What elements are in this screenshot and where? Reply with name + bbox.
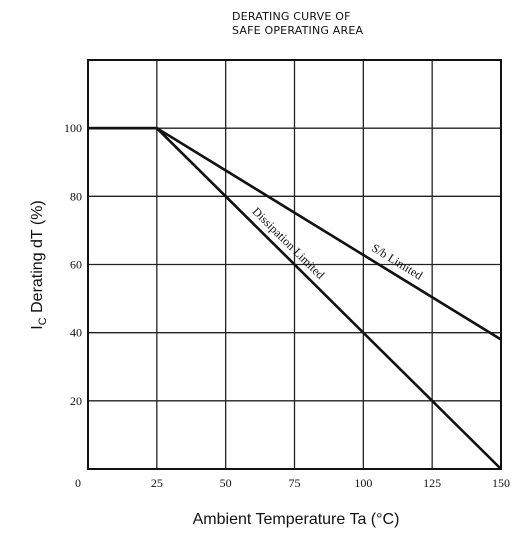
y-axis-label-main: I — [29, 325, 46, 329]
x-tick-label-125: 125 — [423, 476, 441, 490]
tick-labels: 0 25 50 75 100 125 150 20 40 60 80 100 — [64, 121, 510, 490]
chart-title-line-2: SAFE OPERATING AREA — [232, 24, 364, 37]
y-tick-label-100: 100 — [64, 121, 82, 135]
series-line-dissipation-limited — [88, 126, 502, 470]
y-tick-label-60: 60 — [70, 258, 82, 272]
x-tick-label-50: 50 — [220, 476, 232, 490]
x-tick-label-100: 100 — [354, 476, 372, 490]
plot-frame — [87, 59, 502, 470]
y-axis-label-rest: Derating dT (%) — [29, 200, 46, 317]
x-tick-label-0: 0 — [75, 476, 81, 490]
y-axis-label-subscript: C — [37, 317, 49, 325]
x-tick-label-75: 75 — [289, 476, 301, 490]
y-tick-label-80: 80 — [70, 189, 82, 203]
series-lines — [88, 126, 502, 470]
y-axis-label: IC Derating dT (%) — [29, 200, 49, 329]
y-tick-label-20: 20 — [70, 394, 82, 408]
annotation-dissipation-limited: Dissipation Limited — [250, 204, 328, 281]
grid-lines — [88, 60, 501, 469]
x-tick-label-25: 25 — [151, 476, 163, 490]
x-axis-label: Ambient Temperature Ta (°C) — [193, 511, 400, 528]
annotation-group-1: Dissipation Limited — [250, 204, 328, 281]
chart-title-line-1: DERATING CURVE OF — [232, 10, 351, 23]
y-tick-label-40: 40 — [70, 326, 82, 340]
x-tick-label-150: 150 — [492, 476, 510, 490]
